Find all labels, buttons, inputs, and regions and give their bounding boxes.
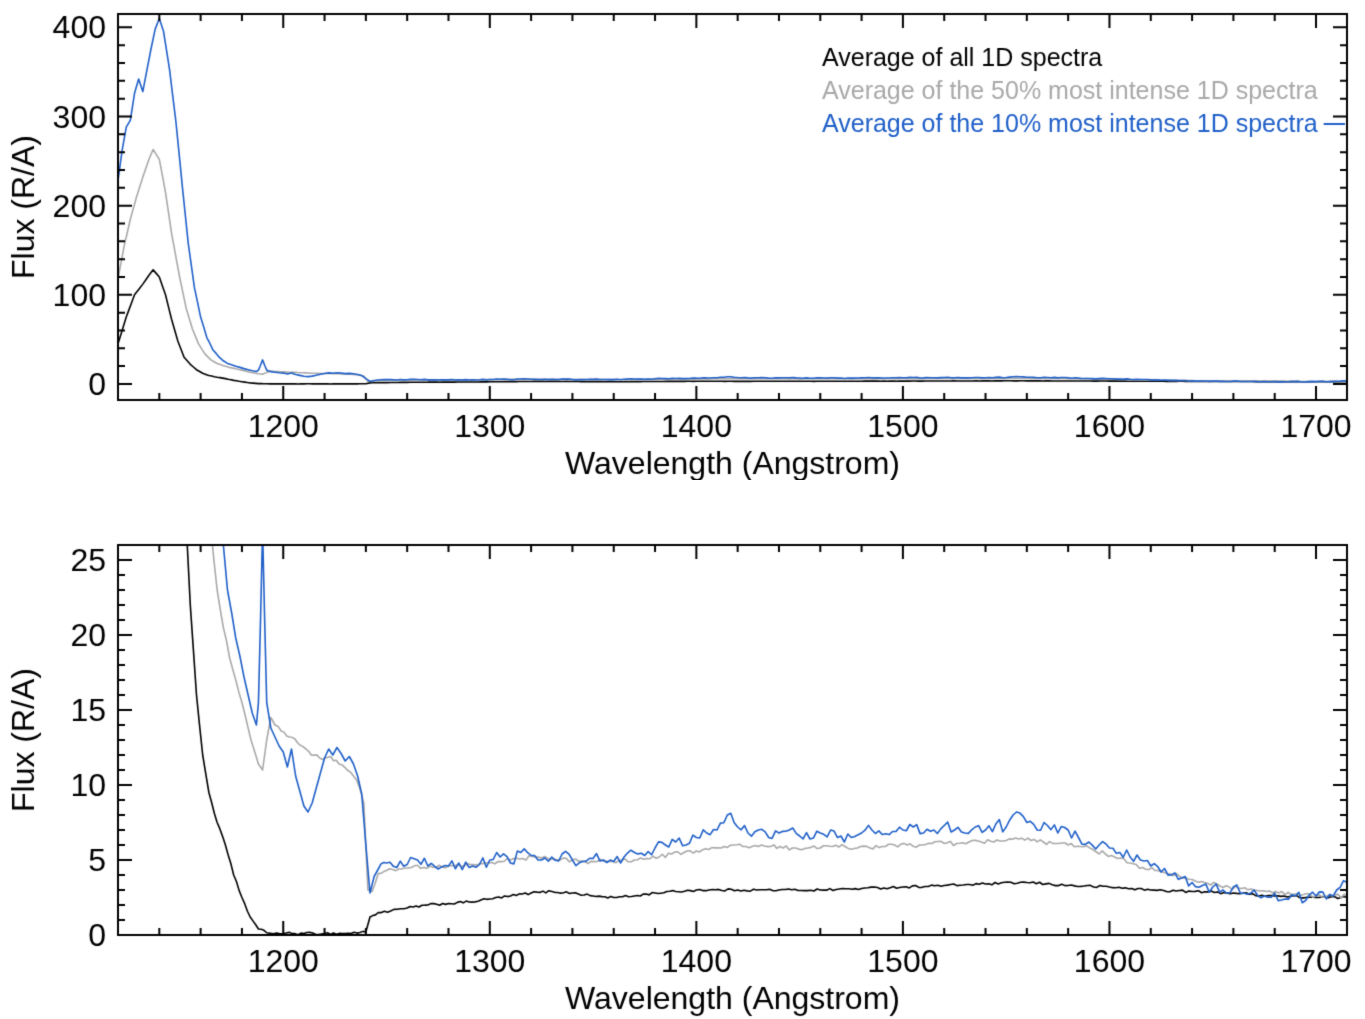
top-panel-chart	[0, 0, 1365, 480]
bottom-panel-zoom-chart	[0, 480, 1365, 1019]
